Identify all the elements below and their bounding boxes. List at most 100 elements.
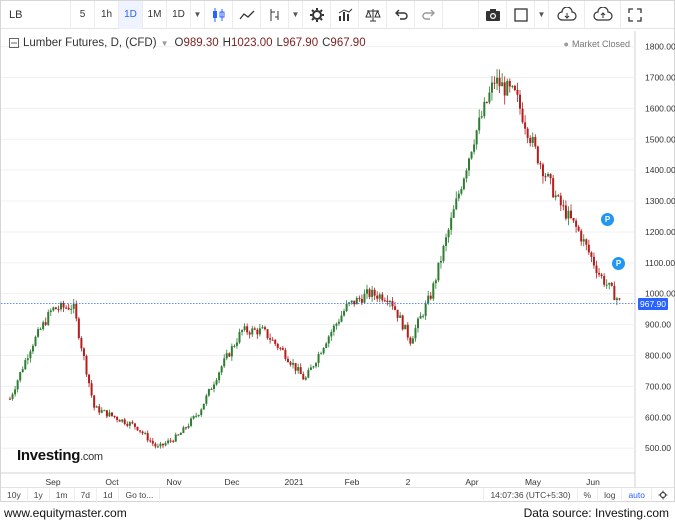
candle — [552, 175, 555, 199]
candle — [447, 227, 450, 243]
candle — [381, 291, 384, 303]
last-price-label: 967.90 — [638, 297, 668, 310]
candle — [126, 421, 129, 428]
open-value: 989.30 — [183, 37, 219, 49]
y-tick-label: 800.00 — [645, 351, 671, 361]
price-chart[interactable]: 1800.00 1700.00 1600.00 1500.00 1400.00 1300.… — [1, 1, 675, 503]
candle — [34, 335, 37, 347]
candle — [95, 405, 98, 408]
candle — [133, 423, 136, 430]
candle — [524, 115, 527, 135]
redo-icon[interactable] — [415, 0, 443, 29]
auto-toggle[interactable]: auto — [621, 487, 651, 503]
candle — [174, 432, 177, 443]
interval-1d[interactable]: 1D — [119, 0, 143, 29]
candle — [605, 279, 608, 289]
candle — [452, 205, 455, 219]
undo-icon[interactable] — [387, 0, 415, 29]
caption-source-site: www.equitymaster.com — [4, 506, 127, 520]
layout-icon[interactable] — [507, 0, 535, 29]
candle — [57, 305, 60, 313]
event-badge[interactable]: P — [612, 257, 625, 270]
candle — [264, 325, 266, 331]
range-7d[interactable]: 7d — [75, 487, 97, 503]
top-toolbar: LB 5 1h 1D 1M 1D ▼ ▼ — [1, 0, 674, 29]
candle — [123, 417, 126, 426]
x-tick-label: Sep — [45, 477, 60, 487]
collapse-icon[interactable] — [9, 38, 19, 48]
candle — [190, 416, 193, 428]
candle — [281, 345, 284, 351]
y-tick-label: 1800.00 — [645, 42, 675, 52]
range-1d[interactable]: 1d — [97, 487, 120, 503]
indicator-icon[interactable] — [261, 0, 289, 29]
settings-icon[interactable] — [303, 0, 331, 29]
interval-dropdown[interactable]: 1D — [167, 0, 191, 29]
cloud-upload-icon[interactable] — [585, 0, 621, 29]
candle — [266, 329, 269, 340]
candle — [343, 308, 346, 317]
candle — [519, 90, 521, 115]
candle — [154, 442, 157, 449]
percent-toggle[interactable]: % — [576, 487, 598, 503]
scale-settings-icon[interactable] — [651, 487, 674, 503]
candle — [77, 316, 80, 340]
candle — [113, 415, 116, 419]
bar-chart-icon[interactable] — [331, 0, 359, 29]
indicator-chevron-icon[interactable]: ▼ — [289, 0, 303, 29]
candle — [513, 84, 516, 92]
candle — [21, 366, 24, 373]
candle — [483, 97, 486, 119]
y-tick-label: 1600.00 — [645, 103, 675, 113]
candle — [613, 281, 616, 301]
range-1y[interactable]: 1y — [28, 487, 50, 503]
candle — [439, 255, 442, 269]
candle — [289, 360, 292, 367]
candle — [442, 244, 445, 264]
camera-icon[interactable] — [479, 0, 507, 29]
candle — [539, 161, 542, 170]
fullscreen-icon[interactable] — [621, 1, 649, 29]
candle — [618, 297, 621, 301]
x-tick-label: Dec — [224, 477, 240, 487]
candle — [187, 423, 190, 429]
interval-5[interactable]: 5 — [71, 0, 95, 29]
candle — [128, 421, 131, 429]
range-10y[interactable]: 10y — [1, 487, 28, 503]
candle — [325, 341, 328, 349]
candle — [235, 338, 238, 349]
log-toggle[interactable]: log — [597, 487, 621, 503]
candle — [116, 416, 119, 423]
candle — [202, 403, 205, 410]
interval-1h[interactable]: 1h — [95, 0, 119, 29]
line-chart-icon[interactable] — [233, 0, 261, 29]
candle — [14, 385, 17, 397]
interval-chevron-icon[interactable]: ▼ — [191, 0, 205, 29]
candle — [37, 327, 40, 338]
candle — [167, 438, 170, 445]
candle — [98, 403, 101, 416]
goto-button[interactable]: Go to... — [119, 487, 161, 503]
interval-1m[interactable]: 1M — [143, 0, 167, 29]
legend-chevron-icon[interactable]: ▼ — [160, 38, 169, 48]
symbol-search[interactable]: LB — [1, 0, 71, 29]
candle — [498, 69, 501, 93]
candle — [111, 412, 113, 417]
compare-icon[interactable] — [359, 0, 387, 29]
candle — [276, 342, 279, 351]
candle — [541, 162, 544, 184]
x-tick-label: Feb — [345, 477, 360, 487]
candle — [383, 297, 386, 303]
range-1m[interactable]: 1m — [50, 487, 75, 503]
candle — [26, 354, 29, 365]
candle — [44, 317, 47, 326]
event-badge[interactable]: P — [601, 213, 614, 226]
candle — [332, 323, 335, 336]
cloud-download-icon[interactable] — [549, 0, 585, 29]
candle — [521, 102, 524, 124]
layout-chevron-icon[interactable]: ▼ — [535, 0, 549, 29]
candle — [60, 301, 62, 312]
candle — [376, 291, 379, 302]
candlestick-icon[interactable] — [205, 0, 233, 29]
candle — [493, 76, 496, 89]
